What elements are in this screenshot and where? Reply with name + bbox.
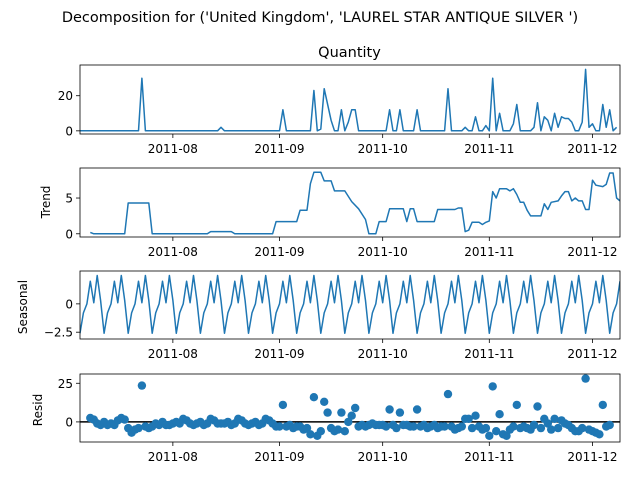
resid-point	[120, 415, 129, 424]
resid-point	[553, 423, 563, 433]
resid-point	[385, 405, 394, 414]
resid-point	[581, 374, 590, 383]
resid-point	[278, 400, 288, 410]
series-line	[90, 171, 620, 235]
seasonal-axis-label: Seasonal	[16, 280, 30, 334]
x-tick-label: 2011-10	[358, 245, 408, 259]
panel-trend: Trend 0 5 2011-08 2011-09 2011-10 2011-11 2011…	[39, 167, 621, 259]
x-tick-label: 2011-08	[148, 142, 198, 156]
x-tick-label: 2011-10	[358, 450, 408, 464]
resid-point	[495, 410, 504, 419]
resid-point	[412, 405, 422, 414]
resid-point	[457, 422, 466, 431]
x-tick-label: 2011-12	[567, 347, 617, 361]
x-tick-label: 2011-11	[464, 142, 514, 156]
resid-point	[347, 411, 356, 420]
resid-point	[605, 420, 614, 430]
plot-area	[90, 171, 620, 235]
resid-point	[323, 408, 332, 417]
x-tick-label: 2011-08	[148, 347, 198, 361]
resid-point	[443, 389, 453, 399]
resid-point	[409, 422, 418, 431]
x-tick-label: 2011-09	[254, 142, 304, 156]
resid-point	[464, 414, 473, 423]
y-tick-label: 0	[65, 297, 73, 311]
resid-point	[512, 400, 521, 410]
resid-point	[502, 431, 511, 440]
resid-point	[595, 430, 604, 439]
resid-point	[134, 423, 143, 433]
resid-axis-label: Resid	[31, 394, 45, 426]
resid-point	[275, 422, 284, 431]
resid-point	[306, 430, 315, 439]
x-tick-label: 2011-09	[254, 347, 304, 361]
resid-point	[395, 408, 405, 417]
x-tick-label: 2011-12	[567, 142, 617, 156]
panel-resid: Resid 0 25 2011-08 2011-09 2011-10 2011-11 201…	[31, 373, 621, 464]
x-tick-label: 2011-11	[464, 347, 514, 361]
resid-point	[533, 402, 542, 411]
resid-point	[509, 422, 518, 431]
resid-point	[337, 408, 346, 417]
panel-seasonal: Seasonal 0 −2.5 2011-08 2011-09 2011-10 2011-…	[16, 270, 621, 361]
series-line	[80, 68, 618, 132]
resid-point	[137, 381, 147, 390]
resid-point	[578, 423, 587, 433]
plot-area	[80, 274, 620, 335]
figure-suptitle: Decomposition for ('United Kingdom', 'LA…	[62, 10, 578, 26]
resid-point	[316, 427, 325, 436]
y-tick-label: 5	[65, 192, 73, 206]
resid-point	[550, 414, 559, 423]
panel-title: Quantity	[318, 45, 381, 61]
x-tick-label: 2011-08	[148, 450, 198, 464]
axes-frame	[79, 167, 621, 238]
y-tick-label: 20	[58, 89, 73, 103]
axes-frame	[79, 270, 621, 340]
x-tick-label: 2011-09	[254, 450, 304, 464]
x-tick-label: 2011-11	[464, 245, 514, 259]
x-tick-label: 2011-12	[567, 450, 617, 464]
resid-point	[467, 423, 477, 433]
resid-point	[440, 422, 449, 431]
resid-point	[547, 425, 556, 434]
resid-point	[536, 423, 546, 433]
y-tick-label: 0	[65, 227, 73, 241]
resid-point	[543, 419, 552, 428]
x-tick-label: 2011-12	[567, 245, 617, 259]
x-tick-label: 2011-10	[358, 347, 408, 361]
plot-area	[80, 68, 618, 132]
x-tick-label: 2011-10	[358, 142, 408, 156]
series-line	[80, 274, 620, 335]
y-tick-label: 0	[65, 415, 73, 429]
resid-point	[481, 423, 491, 433]
resid-point	[320, 397, 329, 406]
resid-point	[529, 420, 539, 430]
plot-area	[80, 374, 620, 440]
x-tick-label: 2011-11	[464, 450, 514, 464]
x-tick-label: 2011-08	[148, 245, 198, 259]
y-tick-label: 25	[58, 377, 73, 391]
resid-point	[598, 400, 607, 410]
resid-point	[351, 403, 360, 413]
axes-frame	[79, 373, 621, 443]
resid-point	[492, 427, 501, 436]
panel-quantity: Quantity 0 20 2011-08 2011-09 2011-10 2011-11…	[58, 45, 621, 156]
resid-point	[340, 427, 349, 436]
resid-point	[302, 423, 312, 433]
resid-point	[381, 422, 391, 431]
resid-point	[392, 423, 401, 433]
resid-point	[488, 382, 497, 391]
y-tick-label: 0	[65, 124, 73, 138]
trend-axis-label: Trend	[39, 186, 53, 220]
y-tick-label: −2.5	[44, 326, 73, 340]
resid-point	[471, 411, 480, 420]
resid-point	[485, 431, 494, 440]
axes-frame	[79, 64, 621, 135]
resid-point	[344, 417, 353, 427]
resid-point	[309, 393, 319, 402]
x-tick-label: 2011-09	[254, 245, 304, 259]
resid-point	[333, 425, 343, 434]
